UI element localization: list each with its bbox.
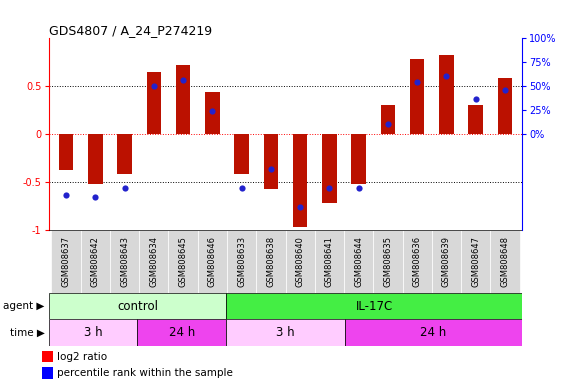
Text: GSM808643: GSM808643: [120, 236, 129, 287]
Bar: [88, 134, 103, 184]
Text: time ▶: time ▶: [10, 328, 45, 338]
Bar: [176, 65, 190, 134]
Text: agent ▶: agent ▶: [3, 301, 45, 311]
Bar: [351, 134, 366, 184]
Text: 24 h: 24 h: [168, 326, 195, 339]
Point: [325, 185, 334, 191]
Bar: [403, 230, 432, 293]
Text: GDS4807 / A_24_P274219: GDS4807 / A_24_P274219: [49, 24, 212, 37]
Point: [471, 96, 480, 103]
Text: GSM808644: GSM808644: [354, 236, 363, 287]
Bar: [226, 319, 345, 346]
Bar: [497, 78, 512, 134]
Bar: [345, 319, 522, 346]
Bar: [81, 230, 110, 293]
Bar: [42, 351, 53, 362]
Text: GSM808637: GSM808637: [62, 236, 71, 287]
Bar: [468, 105, 483, 134]
Text: GSM808648: GSM808648: [500, 236, 509, 287]
Text: GSM808635: GSM808635: [383, 236, 392, 287]
Text: percentile rank within the sample: percentile rank within the sample: [58, 368, 234, 378]
Text: IL-17C: IL-17C: [356, 300, 393, 313]
Text: GSM808641: GSM808641: [325, 236, 334, 287]
Bar: [59, 134, 74, 170]
Text: GSM808638: GSM808638: [267, 236, 275, 287]
Bar: [432, 230, 461, 293]
Text: control: control: [117, 300, 158, 313]
Bar: [461, 230, 490, 293]
Bar: [373, 230, 403, 293]
Bar: [139, 230, 168, 293]
Point: [91, 194, 100, 200]
Point: [354, 185, 363, 191]
Bar: [344, 230, 373, 293]
Bar: [168, 230, 198, 293]
Bar: [439, 55, 454, 134]
Text: GSM808639: GSM808639: [442, 236, 451, 287]
Bar: [293, 134, 307, 227]
Bar: [322, 134, 337, 203]
Point: [62, 192, 71, 199]
Bar: [198, 230, 227, 293]
Text: GSM808633: GSM808633: [237, 236, 246, 287]
Point: [296, 204, 305, 210]
Text: 24 h: 24 h: [420, 326, 447, 339]
Text: 3 h: 3 h: [84, 326, 102, 339]
Bar: [138, 319, 226, 346]
Bar: [264, 134, 278, 189]
Bar: [256, 230, 286, 293]
Point: [237, 185, 246, 191]
Bar: [234, 134, 249, 174]
Point: [442, 73, 451, 79]
Bar: [205, 92, 220, 134]
Point: [120, 185, 129, 191]
Bar: [410, 59, 424, 134]
Bar: [147, 71, 161, 134]
Bar: [227, 230, 256, 293]
Point: [266, 166, 275, 172]
Bar: [490, 230, 520, 293]
Bar: [51, 230, 81, 293]
Text: GSM808634: GSM808634: [150, 236, 158, 287]
Bar: [381, 105, 395, 134]
Point: [149, 83, 158, 89]
Point: [383, 121, 392, 127]
Text: GSM808640: GSM808640: [296, 236, 304, 287]
Bar: [49, 319, 138, 346]
Point: [179, 77, 188, 83]
Text: GSM808642: GSM808642: [91, 236, 100, 287]
Bar: [226, 293, 522, 319]
Text: GSM808646: GSM808646: [208, 236, 217, 287]
Text: GSM808636: GSM808636: [413, 236, 421, 287]
Bar: [315, 230, 344, 293]
Point: [413, 79, 422, 85]
Point: [500, 87, 509, 93]
Text: log2 ratio: log2 ratio: [58, 352, 107, 362]
Text: 3 h: 3 h: [276, 326, 295, 339]
Bar: [117, 134, 132, 174]
Text: GSM808645: GSM808645: [179, 236, 188, 287]
Text: GSM808647: GSM808647: [471, 236, 480, 287]
Point: [208, 108, 217, 114]
Bar: [110, 230, 139, 293]
Bar: [49, 293, 226, 319]
Bar: [42, 367, 53, 379]
Bar: [286, 230, 315, 293]
